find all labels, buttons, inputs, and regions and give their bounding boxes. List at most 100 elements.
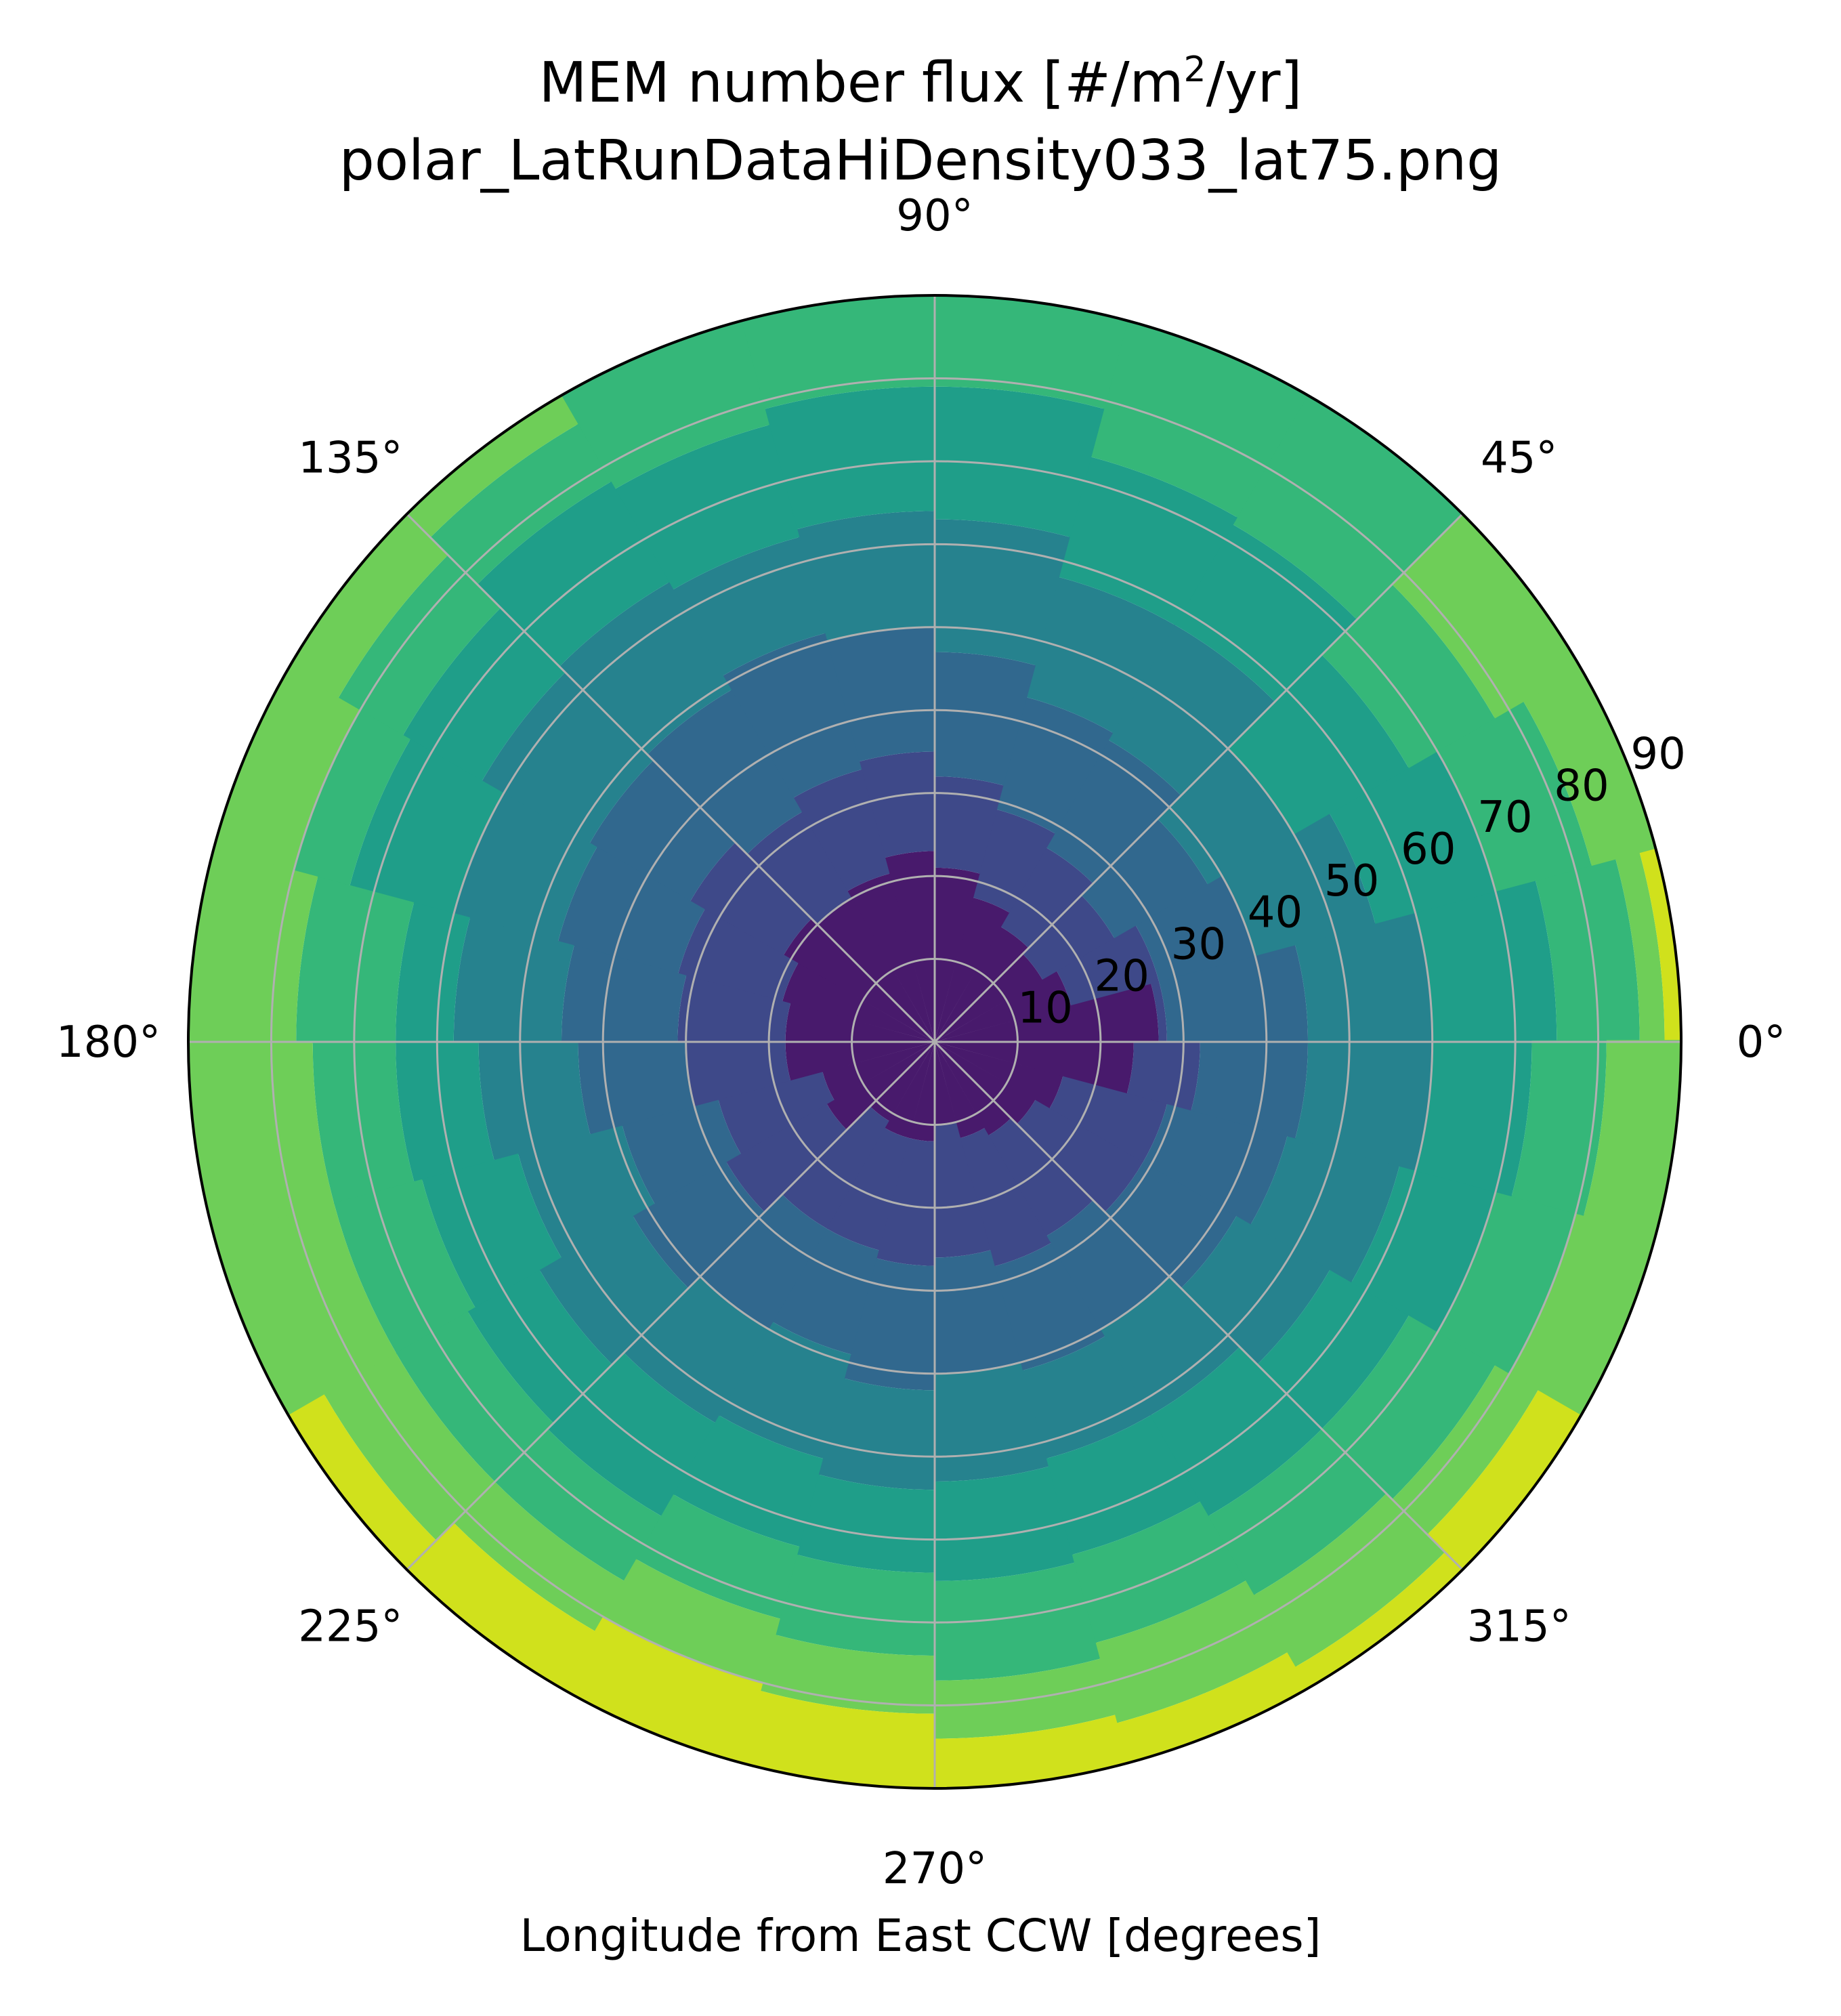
flux-cell bbox=[287, 513, 448, 700]
flux-cell bbox=[960, 1128, 1052, 1267]
flux-cell bbox=[677, 975, 791, 1043]
flux-cell bbox=[1046, 739, 1181, 884]
flux-cell bbox=[935, 1362, 1050, 1482]
flux-cell bbox=[988, 1118, 1094, 1236]
flux-cell bbox=[870, 1042, 935, 1121]
flux-cell bbox=[722, 633, 862, 799]
chart-title-prefix: MEM number flux [#/m bbox=[539, 51, 1184, 115]
r-tick-label: 70 bbox=[1477, 793, 1532, 843]
flux-cell bbox=[826, 627, 935, 762]
angular-gridline bbox=[406, 513, 936, 1043]
flux-cell bbox=[1191, 1041, 1308, 1139]
flux-cell bbox=[935, 983, 1159, 1042]
flux-cell bbox=[935, 1714, 1130, 1788]
chart-title-group: MEM number flux [#/m2/yr] polar_LatRunDa… bbox=[339, 49, 1502, 193]
flux-cell bbox=[726, 1104, 847, 1213]
flux-cell bbox=[782, 1106, 889, 1230]
flux-cell bbox=[646, 690, 803, 855]
polar-grid bbox=[187, 294, 1683, 1790]
flux-cell bbox=[429, 424, 612, 586]
flux-cell bbox=[213, 669, 360, 872]
flux-cell bbox=[633, 1162, 765, 1289]
flux-cell bbox=[1022, 1336, 1151, 1459]
flux-cell bbox=[312, 1042, 415, 1205]
x-axis-label: Longitude from East CCW [degrees] bbox=[520, 1910, 1321, 1962]
flux-cell bbox=[1000, 847, 1093, 948]
flux-cell bbox=[1072, 1500, 1248, 1643]
theta-tick-label: 0° bbox=[1737, 1017, 1786, 1068]
flux-cell bbox=[1157, 747, 1294, 885]
r-tick-label: 40 bbox=[1248, 888, 1303, 938]
flux-cell bbox=[1056, 925, 1160, 1006]
flux-cell bbox=[935, 1042, 985, 1138]
r-tick-label: 10 bbox=[1017, 983, 1072, 1033]
flux-cell bbox=[1231, 394, 1463, 620]
flux-cell bbox=[719, 1322, 852, 1459]
theta-tick-label: 180° bbox=[56, 1017, 161, 1068]
flux-cell bbox=[785, 1042, 935, 1081]
angular-gridline bbox=[933, 513, 1464, 1043]
flux-cell bbox=[1090, 320, 1308, 518]
flux-cell bbox=[1208, 1427, 1388, 1595]
flux-cell bbox=[517, 1125, 656, 1259]
flux-cell bbox=[776, 1554, 937, 1656]
polar-tick-labels: 0° 45° 90° 135° 180° 225° 270° 315° 10 20 30 40 50 60… bbox=[56, 191, 1785, 1894]
theta-tick-label: 315° bbox=[1467, 1602, 1571, 1652]
flux-cell bbox=[1117, 1651, 1310, 1763]
flux-cell bbox=[826, 1042, 935, 1131]
r-tick-label: 50 bbox=[1324, 856, 1379, 906]
flux-cell bbox=[624, 1276, 770, 1423]
flux-cell bbox=[547, 1352, 716, 1517]
theta-tick-label: 45° bbox=[1481, 433, 1557, 483]
flux-cell bbox=[935, 953, 1043, 1042]
flux-cell bbox=[933, 776, 1004, 874]
flux-cell bbox=[844, 1258, 936, 1391]
flux-cell bbox=[557, 847, 705, 974]
flux-cell bbox=[1320, 583, 1496, 768]
r-tick-label: 20 bbox=[1094, 951, 1149, 1001]
flux-cell bbox=[337, 555, 501, 737]
flux-cell bbox=[797, 1474, 937, 1573]
flux-cell bbox=[672, 537, 826, 677]
flux-cell bbox=[293, 710, 410, 887]
flux-cell bbox=[1058, 457, 1237, 625]
flux-cell bbox=[288, 1394, 438, 1572]
theta-tick-label: 90° bbox=[896, 191, 973, 241]
flux-cell bbox=[453, 917, 574, 1043]
flux-cell bbox=[673, 1415, 824, 1547]
flux-cell bbox=[773, 1228, 880, 1355]
flux-cell bbox=[188, 1042, 335, 1238]
flux-cell bbox=[1391, 512, 1582, 719]
flux-cell bbox=[935, 927, 1029, 1042]
flux-cell bbox=[1523, 667, 1656, 866]
flux-cell bbox=[876, 1137, 935, 1266]
flux-cell bbox=[1105, 1161, 1237, 1288]
flux-cell bbox=[1509, 1212, 1657, 1415]
flux-cell bbox=[933, 386, 1105, 537]
flux-cell bbox=[718, 1072, 834, 1155]
flux-cell bbox=[935, 1042, 1036, 1125]
flux-cell bbox=[935, 1042, 1063, 1108]
flux-cell bbox=[935, 1041, 1134, 1094]
flux-cell bbox=[935, 1250, 1022, 1374]
flux-cell bbox=[1351, 1165, 1496, 1332]
flux-cell bbox=[783, 919, 935, 1042]
flux-cell bbox=[1257, 1269, 1410, 1429]
flux-cell bbox=[741, 1691, 937, 1789]
flux-cell bbox=[1295, 1551, 1464, 1689]
flux-cell bbox=[406, 1522, 597, 1689]
flux-cell bbox=[1639, 846, 1681, 1042]
flux-cell bbox=[817, 898, 935, 1042]
flux-cell bbox=[935, 1122, 992, 1258]
flux-cell bbox=[558, 582, 732, 755]
flux-cell bbox=[690, 842, 812, 956]
flux-cell bbox=[1437, 1190, 1576, 1374]
flux-cell bbox=[333, 1179, 476, 1355]
flux-cell bbox=[1150, 1346, 1323, 1516]
chart-subtitle: polar_LatRunDataHiDensity033_lat75.png bbox=[339, 129, 1502, 193]
flux-cell bbox=[1535, 857, 1640, 1042]
flux-cell bbox=[1025, 576, 1176, 734]
r-tick-label: 80 bbox=[1554, 761, 1609, 811]
flux-cell bbox=[935, 1042, 1011, 1135]
